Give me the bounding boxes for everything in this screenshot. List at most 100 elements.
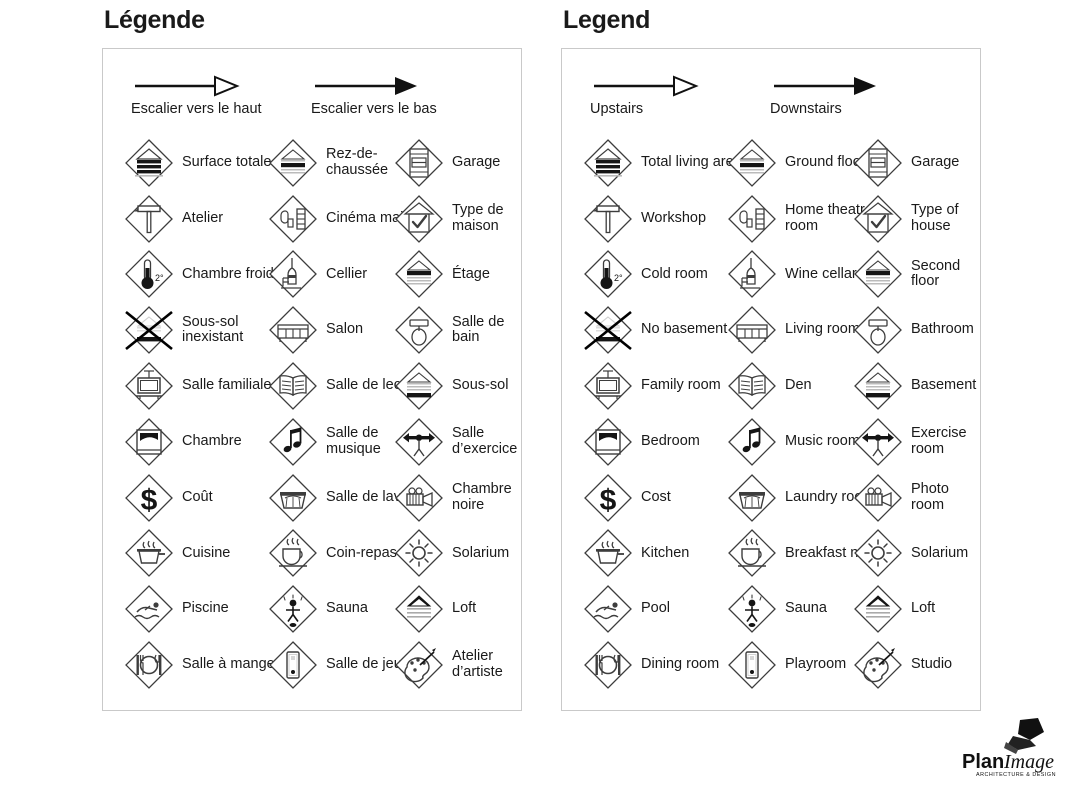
- bedroom-icon: [123, 416, 175, 468]
- legend-entry-label: Bathroom: [911, 321, 974, 338]
- legend-row: Pool Sauna Loft: [562, 581, 980, 637]
- bathroom-icon: [393, 304, 445, 356]
- legend-entry: Surface totale: [123, 135, 271, 191]
- legend-row: Piscine Sauna Loft: [103, 581, 521, 637]
- legend-entry-label: Coût: [182, 488, 213, 505]
- music-room-note-icon: [267, 416, 319, 468]
- legend-entry-label: Type de maison: [452, 202, 504, 234]
- basement-icon: [852, 360, 904, 412]
- legend-entry: Kitchen: [582, 526, 689, 582]
- exercise-room-dumbbell-icon: [393, 416, 445, 468]
- legend-row: 2° Chambre froide Cellier Étage: [103, 247, 521, 303]
- no-basement-icon: [123, 304, 175, 356]
- legend-entry-label: Surface totale: [182, 154, 272, 171]
- stairs-label: Downstairs: [770, 101, 842, 117]
- legend-row: Workshop Home theatre room Type of house: [562, 191, 980, 247]
- total-living-area-icon: [582, 137, 634, 189]
- legend-entry-label: Coin-repas: [326, 544, 397, 561]
- legend-entry: Pool: [582, 581, 670, 637]
- studio-palette-icon: [393, 639, 445, 691]
- breakfast-nook-cup-icon: [267, 527, 319, 579]
- legend-entry: Sous-sol: [393, 358, 508, 414]
- legend-entry-label: Solarium: [452, 544, 510, 561]
- legend-entry-label: Piscine: [182, 600, 229, 617]
- legend-entry: Chambre noire: [393, 470, 521, 526]
- legend-entry-label: Salle de musique: [326, 425, 381, 457]
- legend-row: Atelier Cinéma maison Type de maison: [103, 191, 521, 247]
- legend-entry-label: Étage: [452, 265, 490, 282]
- legend-icon-grid: Total living area Ground floor Garage Wo…: [562, 135, 980, 693]
- arrow-up-stairs-hollow-icon: [131, 73, 251, 99]
- legend-entry: Étage: [393, 247, 490, 303]
- dining-room-cutlery-icon: [582, 639, 634, 691]
- stairs-label: Escalier vers le bas: [311, 101, 437, 117]
- legend-entry-label: Sous-sol: [452, 377, 509, 394]
- legend-entry: No basement: [582, 302, 727, 358]
- svg-text:$: $: [600, 484, 617, 517]
- legend-entry-label: Salon: [326, 321, 364, 338]
- legend-entry: Coin-repas: [267, 526, 397, 582]
- loft-icon: [852, 583, 904, 635]
- legend-entry-label: No basement: [641, 321, 728, 338]
- legend-entry: 2° Cold room: [582, 247, 708, 303]
- legend-entry: Cellier: [267, 247, 367, 303]
- bedroom-icon: [582, 416, 634, 468]
- svg-text:2°: 2°: [614, 273, 623, 283]
- cold-room-thermometer-icon: 2°: [123, 248, 175, 300]
- legend-row: Cuisine Coin-repas Solarium: [103, 526, 521, 582]
- legend-entry: Total living area: [582, 135, 742, 191]
- legend-entry: Sous-sol inexistant: [123, 302, 292, 358]
- type-of-house-icon: [393, 193, 445, 245]
- laundry-room-basket-icon: [267, 472, 319, 524]
- planimage-logo: Plan Image ARCHITECTURE & DESIGN: [958, 716, 1076, 780]
- photo-room-camera-icon: [393, 472, 445, 524]
- den-book-icon: [726, 360, 778, 412]
- legend-entry-label: Cuisine: [182, 544, 231, 561]
- arrow-down-stairs-filled-icon: [770, 73, 890, 99]
- legend-entry-label: Second floor: [911, 257, 961, 290]
- legend-entry-label: Loft: [452, 600, 477, 617]
- legend-entry: Bathroom: [852, 302, 974, 358]
- legend-entry-label: Salle familiale: [182, 377, 272, 394]
- type-of-house-icon: [852, 193, 904, 245]
- legend-entry-label: Den: [785, 377, 812, 394]
- legend-row: Bedroom Music room Exercise room: [562, 414, 980, 470]
- legend-entry: Sauna: [726, 581, 827, 637]
- cost-dollar-icon: $: [123, 472, 175, 524]
- legend-entry: Solarium: [393, 526, 509, 582]
- legend-entry-label: Salle à manger: [182, 656, 280, 673]
- stairs-item-up: Escalier vers le haut: [131, 73, 262, 117]
- legend-entry-label: Living room: [785, 321, 860, 338]
- stairs-item-down: Downstairs: [770, 73, 890, 117]
- breakfast-nook-cup-icon: [726, 527, 778, 579]
- cost-dollar-icon: $: [582, 472, 634, 524]
- legend-entry-label: Sauna: [326, 600, 368, 617]
- legend-entry-label: Sous-sol inexistant: [182, 313, 244, 346]
- legend-entry: Salle de jeux: [267, 637, 409, 693]
- kitchen-pot-icon: [582, 527, 634, 579]
- legend-entry-label: Pool: [641, 600, 671, 617]
- legend-entry-label: Bedroom: [641, 433, 700, 450]
- legend-row: $ Cost Laundry room Photo room: [562, 470, 980, 526]
- legend-entry: Type de maison: [393, 191, 521, 247]
- legend-row: 2° Cold room Wine cellar Second floor: [562, 247, 980, 303]
- legend-entry-label: Family room: [641, 377, 721, 394]
- legend-entry: Workshop: [582, 191, 706, 247]
- dining-room-cutlery-icon: [123, 639, 175, 691]
- photo-room-camera-icon: [852, 472, 904, 524]
- legend-entry: Atelier: [123, 191, 223, 247]
- panel-title-en: Legend: [563, 6, 651, 34]
- living-room-sofa-icon: [267, 304, 319, 356]
- stairs-label: Escalier vers le haut: [131, 101, 262, 117]
- legend-entry-label: Cold room: [641, 265, 708, 282]
- legend-entry-label: Wine cellar: [785, 265, 857, 282]
- legend-entry: Home theatre room: [726, 191, 895, 247]
- legend-panel-en: Legend Upstairs Downstairs Total living …: [561, 0, 981, 711]
- workshop-hammer-icon: [582, 193, 634, 245]
- legend-entry-label: Garage: [452, 154, 501, 171]
- legend-entry: Salle de musique: [267, 414, 436, 470]
- legend-entry-label: Home theatre room: [785, 202, 873, 234]
- legend-entry-label: Chambre froide: [182, 265, 282, 282]
- garage-icon: [852, 137, 904, 189]
- legend-entry-label: Rez-de-chaussée: [326, 146, 389, 178]
